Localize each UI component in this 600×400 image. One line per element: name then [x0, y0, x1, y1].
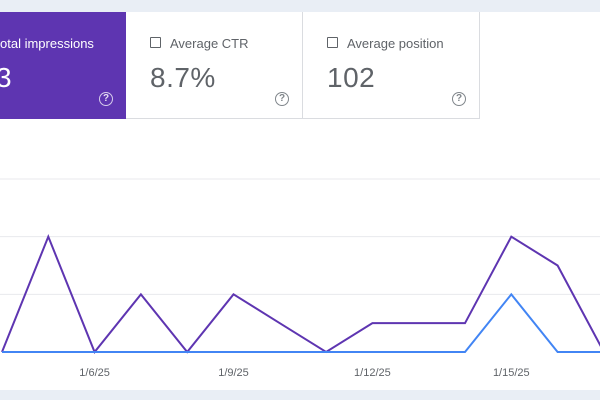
- metric-cards: otal impressions 3 ? Average CTR 8.7% ? …: [0, 12, 600, 119]
- x-tick-label: 1/6/25: [79, 367, 110, 379]
- series-line-ctr: [2, 292, 600, 353]
- x-tick-label: 1/15/25: [493, 367, 530, 379]
- help-icon[interactable]: ?: [275, 92, 289, 106]
- metric-value: 102: [327, 62, 376, 93]
- help-icon[interactable]: ?: [452, 92, 466, 106]
- checkbox-icon[interactable]: [150, 37, 161, 48]
- metric-label: Average position: [347, 36, 444, 51]
- performance-panel: otal impressions 3 ? Average CTR 8.7% ? …: [0, 12, 600, 390]
- metric-card-average-ctr[interactable]: Average CTR 8.7% ?: [126, 12, 303, 119]
- help-icon[interactable]: ?: [99, 92, 113, 106]
- x-tick-label: 1/9/25: [218, 367, 249, 379]
- metric-label: Average CTR: [170, 36, 249, 51]
- performance-chart: 1/6/25 1/9/25 1/12/25 1/15/25: [0, 178, 600, 379]
- metric-card-average-position[interactable]: Average position 102 ?: [303, 12, 480, 119]
- x-tick-label: 1/12/25: [354, 367, 391, 379]
- metric-value: 8.7%: [150, 62, 216, 93]
- metric-value: 3: [0, 62, 13, 93]
- metric-card-total-impressions[interactable]: otal impressions 3 ?: [0, 12, 126, 119]
- checkbox-icon[interactable]: [327, 37, 338, 48]
- series-line-impressions: [1, 233, 600, 354]
- metric-label: otal impressions: [0, 36, 94, 51]
